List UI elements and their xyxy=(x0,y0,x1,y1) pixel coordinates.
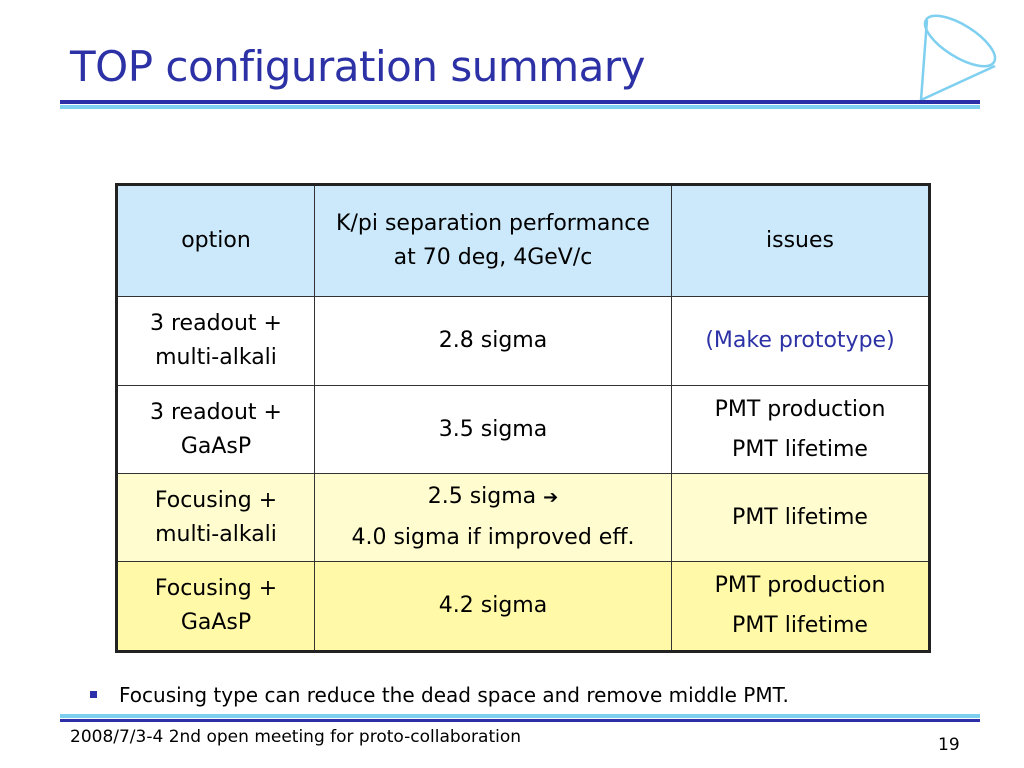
issue-item: (Make prototype) xyxy=(705,328,895,353)
performance-value: 2.5 sigma xyxy=(427,484,537,509)
cell-issues: PMT production PMT lifetime xyxy=(671,561,930,652)
performance-value: 4.0 sigma if improved eff. xyxy=(351,525,635,550)
footer-rule xyxy=(60,714,980,723)
cell-performance: 4.2 sigma xyxy=(314,561,672,652)
cell-performance: 3.5 sigma xyxy=(314,385,672,474)
cell-option: 3 readout + multi-alkali xyxy=(116,296,315,386)
table-row: 3 readout + GaAsP 3.5 sigma PMT producti… xyxy=(116,385,930,474)
cell-performance: 2.8 sigma xyxy=(314,296,672,386)
title-underline xyxy=(60,100,980,110)
table-row: Focusing + multi-alkali 2.5 sigma ➔ 4.0 … xyxy=(116,473,930,562)
issue-item: PMT production xyxy=(714,573,886,598)
cell-option: 3 readout + GaAsP xyxy=(116,385,315,474)
cone-logo-icon xyxy=(919,14,997,102)
cell-option: Focusing + multi-alkali xyxy=(116,473,315,562)
cell-issues: PMT production PMT lifetime xyxy=(671,385,930,474)
right-arrow-icon: ➔ xyxy=(543,487,559,508)
performance-value: 2.8 sigma xyxy=(438,328,548,353)
square-bullet-icon xyxy=(90,691,97,698)
slide-title: TOP configuration summary xyxy=(70,42,646,91)
issue-item: PMT lifetime xyxy=(732,613,868,638)
header-issues: issues xyxy=(671,184,930,297)
issue-item: PMT production xyxy=(714,396,886,422)
issue-item: PMT lifetime xyxy=(732,436,868,462)
cell-issues: PMT lifetime xyxy=(671,473,930,562)
performance-value: 3.5 sigma xyxy=(438,416,548,442)
table-row: 3 readout + multi-alkali 2.8 sigma (Make… xyxy=(116,296,930,386)
cell-option: Focusing + GaAsP xyxy=(116,561,315,652)
table-header-row: option K/pi separation performance at 70… xyxy=(116,184,930,297)
configuration-table: option K/pi separation performance at 70… xyxy=(115,183,931,653)
page-number: 19 xyxy=(938,735,960,755)
performance-value-line: 2.5 sigma ➔ xyxy=(323,477,663,518)
header-performance: K/pi separation performance at 70 deg, 4… xyxy=(314,184,672,297)
table-row: Focusing + GaAsP 4.2 sigma PMT productio… xyxy=(116,561,930,652)
performance-value: 4.2 sigma xyxy=(438,593,548,618)
bullet-item: Focusing type can reduce the dead space … xyxy=(90,683,789,707)
cell-issues: (Make prototype) xyxy=(671,296,930,386)
cell-performance: 2.5 sigma ➔ 4.0 sigma if improved eff. xyxy=(314,473,672,562)
bullet-text: Focusing type can reduce the dead space … xyxy=(119,683,789,707)
issue-item: PMT lifetime xyxy=(732,504,868,530)
footer-text: 2008/7/3-4 2nd open meeting for proto-co… xyxy=(70,727,522,747)
header-option: option xyxy=(116,184,315,297)
